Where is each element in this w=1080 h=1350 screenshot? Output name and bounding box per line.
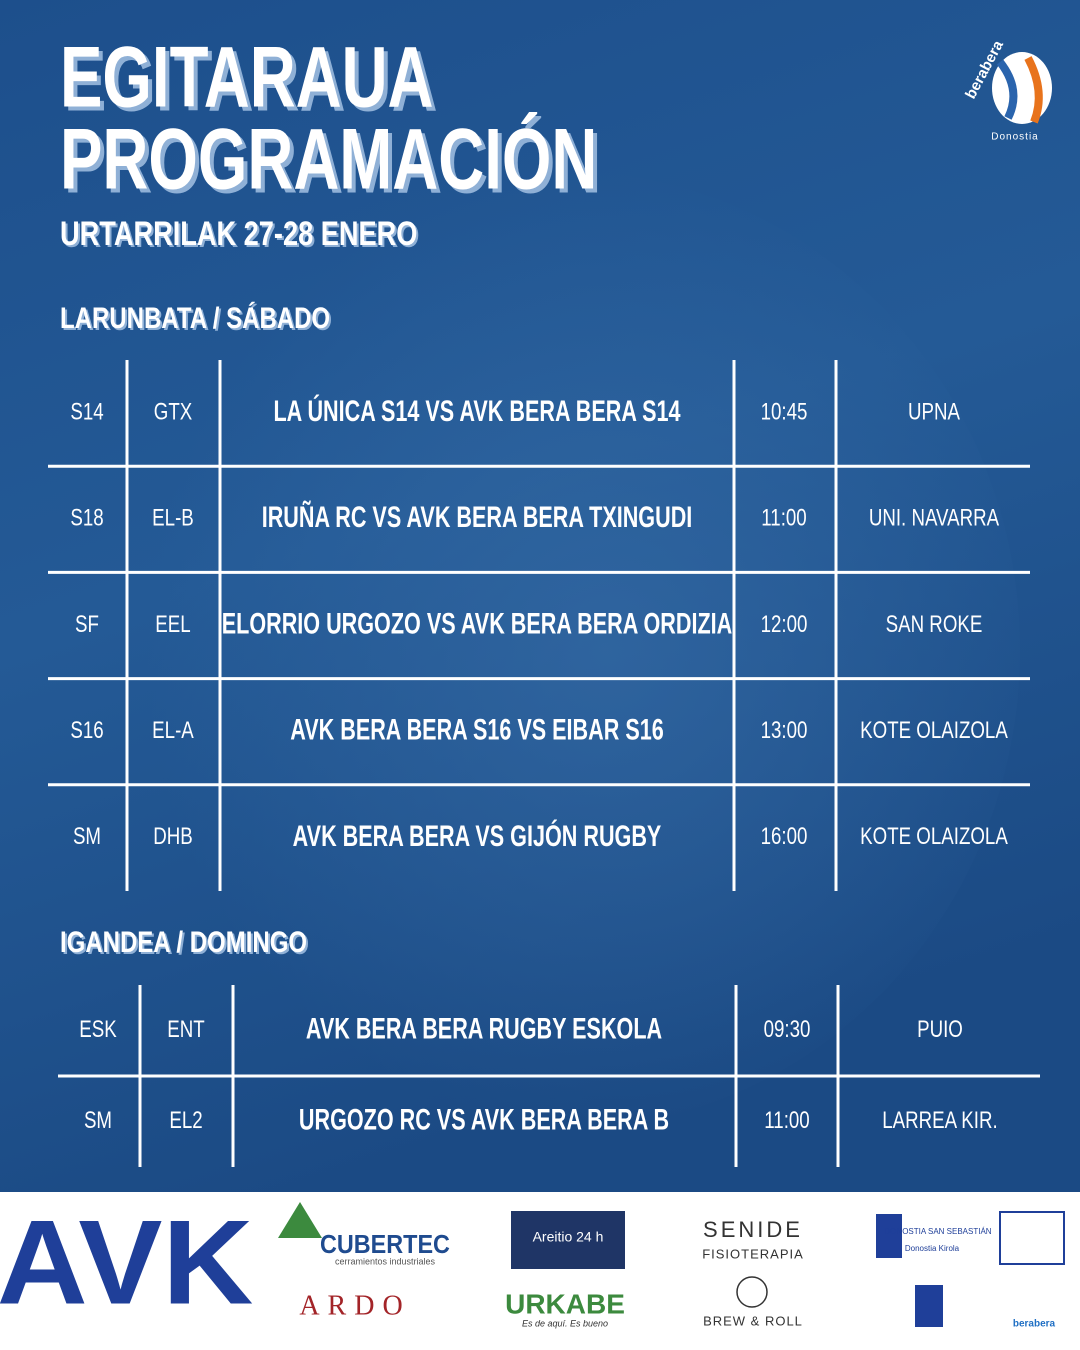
time: 12:00 <box>761 611 808 638</box>
category: SM <box>73 823 101 850</box>
category: S18 <box>70 504 103 531</box>
match: ELORRIO URGOZO VS AVK BERA BERA ORDIZIA <box>222 606 733 640</box>
cubertec-mark <box>278 1202 322 1238</box>
venue: PUIO <box>917 1016 963 1043</box>
sponsor-name: Es de aquí. Es bueno <box>522 1318 608 1328</box>
sponsor-name: cerramientos industriales <box>335 1256 436 1266</box>
areitio-logo-box <box>511 1211 625 1269</box>
league: ENT <box>167 1016 204 1043</box>
day-heading: LARUNBATA / SÁBADO <box>60 300 330 334</box>
donostia-shield <box>876 1214 902 1258</box>
venue: KOTE OLAIZOLA <box>860 717 1008 744</box>
sponsor-name: berabera <box>1013 1319 1056 1330</box>
category: S14 <box>70 398 103 425</box>
league: EL-B <box>152 504 194 531</box>
time: 09:30 <box>764 1016 811 1043</box>
sponsor-name: Areitio 24 h <box>533 1229 604 1245</box>
brew-roll-mark <box>736 1276 768 1308</box>
sponsor-name: ARDO <box>299 1290 410 1321</box>
league: EL-A <box>152 717 194 744</box>
venue: LARREA KIR. <box>882 1107 997 1134</box>
club-logo <box>992 52 1052 124</box>
match: IRUÑA RC VS AVK BERA BERA TXINGUDI <box>262 500 693 534</box>
category: SF <box>75 611 99 638</box>
league: EEL <box>155 611 190 638</box>
time: 16:00 <box>761 823 808 850</box>
time: 11:00 <box>761 504 806 531</box>
venue: UPNA <box>908 398 961 425</box>
subtitle-shadow: URTARRILAK 27-28 ENERO <box>62 216 419 255</box>
gipuzkoa-shield <box>915 1285 943 1327</box>
day-heading: IGANDEA / DOMINGO <box>60 924 307 958</box>
sponsor-name: DONOSTIA SAN SEBASTIÁN <box>884 1227 991 1236</box>
sponsor-name: CUBERTEC <box>320 1231 450 1259</box>
match: URGOZO RC VS AVK BERA BERA B <box>299 1102 669 1136</box>
subtitle: URTARRILAK 27-28 ENERO <box>60 214 417 253</box>
sponsor-name: URKABE <box>505 1288 625 1319</box>
league: GTX <box>154 398 192 425</box>
logo-place: Donostia <box>991 132 1038 143</box>
sponsor-name: AVK <box>0 1196 253 1330</box>
sponsor-name: FISIOTERAPIA <box>702 1246 804 1261</box>
match: AVK BERA BERA S16 VS EIBAR S16 <box>290 712 663 746</box>
match: AVK BERA BERA RUGBY ESKOLA <box>306 1011 662 1045</box>
sponsor-name: Donostia Kirola <box>905 1244 960 1253</box>
category: ESK <box>79 1016 117 1043</box>
match: LA ÚNICA S14 VS AVK BERA BERA S14 <box>273 393 680 427</box>
title-line: EGITARAUA <box>60 31 434 126</box>
time: 11:00 <box>764 1107 809 1134</box>
venue: SAN ROKE <box>886 611 983 638</box>
time: 10:45 <box>761 398 808 425</box>
category: S16 <box>70 717 103 744</box>
title-line: PROGRAMACIÓN <box>60 111 597 208</box>
category: SM <box>84 1107 112 1134</box>
day-heading-shadow: LARUNBATA / SÁBADO <box>62 302 332 336</box>
photo-glow <box>100 170 1020 1130</box>
venue: UNI. NAVARRA <box>869 504 1000 531</box>
day-heading-shadow: IGANDEA / DOMINGO <box>62 926 309 960</box>
time: 13:00 <box>761 717 808 744</box>
match: AVK BERA BERA VS GIJÓN RUGBY <box>293 818 662 852</box>
sponsor-name: SENIDE <box>703 1217 803 1242</box>
league: EL2 <box>169 1107 202 1134</box>
league: DHB <box>153 823 193 850</box>
venue: KOTE OLAIZOLA <box>860 823 1008 850</box>
title-line-shadow: EGITARAUA <box>64 35 438 130</box>
council-shield <box>999 1211 1065 1265</box>
sponsor-name: BREW & ROLL <box>703 1313 803 1328</box>
title-line-shadow: PROGRAMACIÓN <box>64 115 601 212</box>
